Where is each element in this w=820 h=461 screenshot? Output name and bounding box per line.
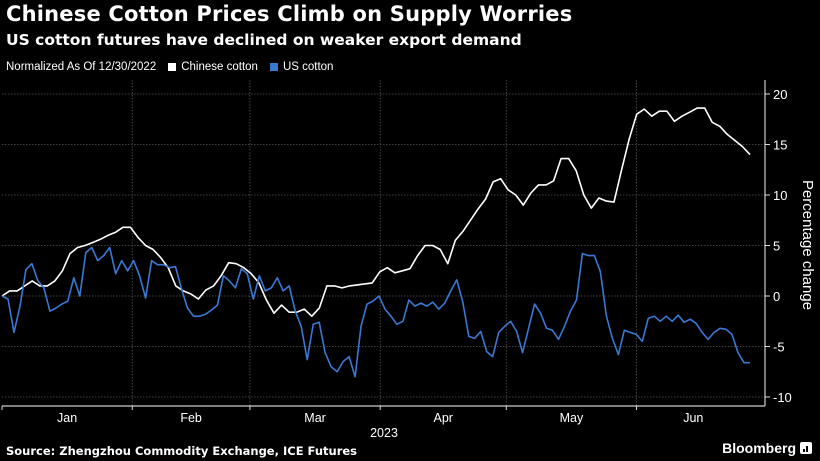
gridlines (2, 80, 765, 406)
y-tick-label: 0 (773, 289, 780, 304)
y-tick-label: -10 (773, 390, 792, 405)
y-tick-label: 5 (773, 239, 780, 254)
y-tick-label: 15 (773, 138, 787, 153)
legend-label-chinese-cotton: Chinese cotton (181, 61, 258, 73)
axes (2, 80, 766, 407)
series-line-us-cotton (1, 246, 750, 378)
legend-swatch-chinese-cotton (168, 63, 177, 71)
chart-title: Chinese Cotton Prices Climb on Supply Wo… (6, 2, 573, 26)
legend-label-us-cotton: US cotton (282, 61, 334, 73)
x-tick-label: Apr (434, 411, 453, 425)
x-tick-label: Mar (304, 411, 326, 425)
x-tick-label: Jan (57, 411, 77, 425)
y-tick-label: 20 (773, 87, 787, 102)
legend-swatch-us-cotton (269, 63, 278, 71)
y-axis-ticks: 20 15 10 5 0 -5 -10 (765, 87, 792, 405)
y-axis-label: Percentage change (799, 180, 816, 310)
source-note: Source: Zhengzhou Commodity Exchange, IC… (6, 444, 358, 458)
x-axis-ticks: Jan Feb Mar Apr May Jun (1, 406, 703, 425)
bloomberg-brand: Bloomberg (722, 440, 812, 456)
series-lines (1, 107, 751, 378)
bloomberg-logo-icon (800, 442, 812, 454)
series-line-chinese-cotton (1, 107, 751, 318)
x-axis-year-label: 2023 (370, 426, 398, 440)
y-tick-label: 10 (773, 188, 787, 203)
normalization-note: Normalized As Of 12/30/2022 (6, 61, 157, 73)
x-tick-label: Feb (180, 411, 202, 425)
chart-subtitle: US cotton futures have declined on weake… (6, 31, 522, 49)
y-tick-label: -5 (773, 340, 785, 355)
brand-name: Bloomberg (722, 440, 796, 456)
legend: Normalized As Of 12/30/2022 Chinese cott… (6, 61, 333, 73)
x-tick-label: Jun (683, 411, 703, 425)
x-tick-label: May (560, 411, 584, 425)
